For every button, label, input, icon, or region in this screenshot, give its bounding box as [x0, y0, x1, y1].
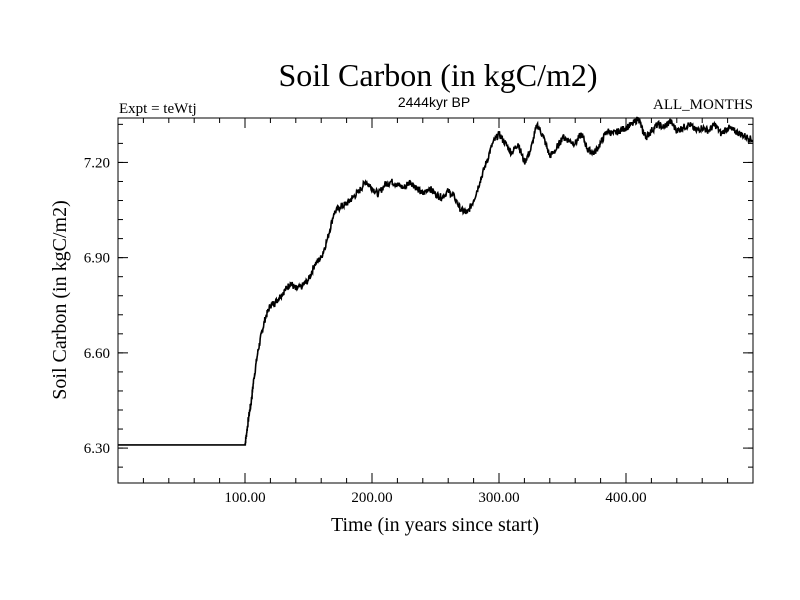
y-axis-label: Soil Carbon (in kgC/m2) [49, 200, 71, 399]
experiment-label: Expt = teWtj [119, 101, 197, 117]
period-label: 2444kyr BP [398, 94, 470, 110]
x-axis-ticks: 100.00 200.00 300.00 400.00 [142, 118, 729, 506]
y-tick-label: 6.60 [84, 346, 110, 362]
y-tick-label: 6.30 [84, 441, 110, 457]
x-tick-label: 100.00 [224, 490, 265, 506]
x-axis-label: Time (in years since start) [331, 514, 539, 536]
plot-frame [117, 117, 754, 484]
x-tick-label: 400.00 [605, 490, 646, 506]
chart-title: Soil Carbon (in kgC/m2) [278, 57, 597, 93]
x-tick-label: 300.00 [478, 490, 519, 506]
y-axis-ticks: 6.30 6.60 6.90 7.20 [84, 123, 753, 468]
months-label: ALL_MONTHS [653, 97, 753, 113]
y-tick-label: 7.20 [84, 155, 110, 171]
soil-carbon-line [118, 116, 754, 446]
x-tick-label: 200.00 [351, 490, 392, 506]
y-tick-label: 6.90 [84, 251, 110, 267]
